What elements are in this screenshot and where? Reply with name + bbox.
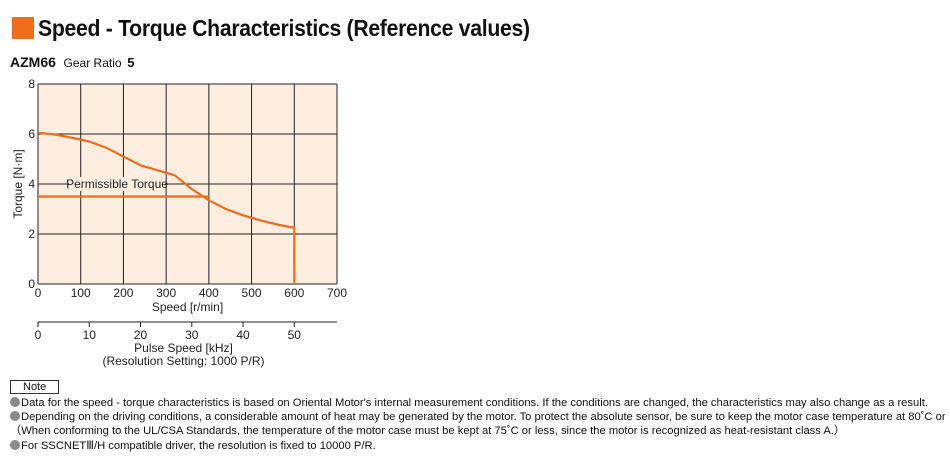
series-layer	[37, 131, 296, 284]
y-tick-label: 4	[28, 177, 35, 191]
bullet-icon	[10, 439, 20, 450]
model-info: AZM66 Gear Ratio 5	[10, 54, 134, 70]
note-label: Note	[10, 380, 60, 394]
y-tick-label: 2	[28, 227, 35, 241]
x-tick-label: 0	[35, 286, 42, 300]
bullet-icon	[10, 397, 20, 407]
pulse-tick-label: 0	[35, 328, 42, 342]
y-axis-ticks: 0 2 4 6 8	[28, 77, 35, 291]
pulse-tick-label: 10	[83, 328, 97, 342]
note-item-continuation: （When conforming to the UL/CSA Standards…	[10, 425, 846, 438]
x-tick-label: 600	[284, 286, 304, 300]
x-axis-ticks: 0 100 200 300 400 500 600 700	[35, 286, 348, 300]
x-tick-label: 300	[156, 286, 176, 300]
pulse-speed-axis: 0 10 20 30 40 50	[35, 321, 337, 342]
max-torque-curve	[37, 131, 296, 284]
x-axis-label: Speed [r/min]	[152, 300, 223, 314]
page-title: Speed - Torque Characteristics (Referenc…	[38, 14, 530, 41]
notes-list: Data for the speed - torque characterist…	[10, 396, 945, 453]
gear-ratio-label: Gear Ratio	[63, 56, 122, 70]
gear-ratio-value: 5	[127, 55, 135, 70]
permissible-torque-label: Permissible Torque	[66, 177, 168, 191]
model-name: AZM66	[10, 54, 56, 70]
page-title-row: Speed - Torque Characteristics (Referenc…	[12, 14, 573, 42]
note-item: For SSCNETⅢ/H compatible driver, the res…	[10, 439, 945, 453]
pulse-tick-label: 20	[134, 328, 148, 342]
x-tick-label: 200	[113, 286, 133, 300]
speed-torque-chart: Permissible Torque 0 100 200 300 400 500 600 70…	[11, 77, 348, 368]
pulse-tick-label: 50	[288, 328, 302, 342]
pulse-speed-axis-label: Pulse Speed [kHz]	[134, 341, 233, 355]
y-tick-label: 6	[28, 127, 35, 141]
annotation-background	[69, 177, 166, 191]
resolution-setting-label: (Resolution Setting: 1000 P/R)	[102, 354, 264, 368]
x-tick-label: 400	[199, 286, 219, 300]
y-tick-label: 8	[28, 77, 35, 91]
note-item: Data for the speed - torque characterist…	[10, 396, 945, 410]
y-tick-label: 0	[28, 277, 35, 291]
y-axis-label: Torque [N·m]	[11, 149, 25, 218]
title-accent-square	[12, 17, 34, 39]
x-tick-label: 500	[242, 286, 262, 300]
pulse-tick-label: 40	[236, 328, 250, 342]
bullet-icon	[10, 411, 20, 422]
pulse-tick-label: 30	[185, 328, 199, 342]
x-tick-label: 100	[71, 286, 91, 300]
note-item: Depending on the driving conditions, a c…	[10, 410, 945, 424]
x-tick-label: 700	[327, 286, 347, 300]
